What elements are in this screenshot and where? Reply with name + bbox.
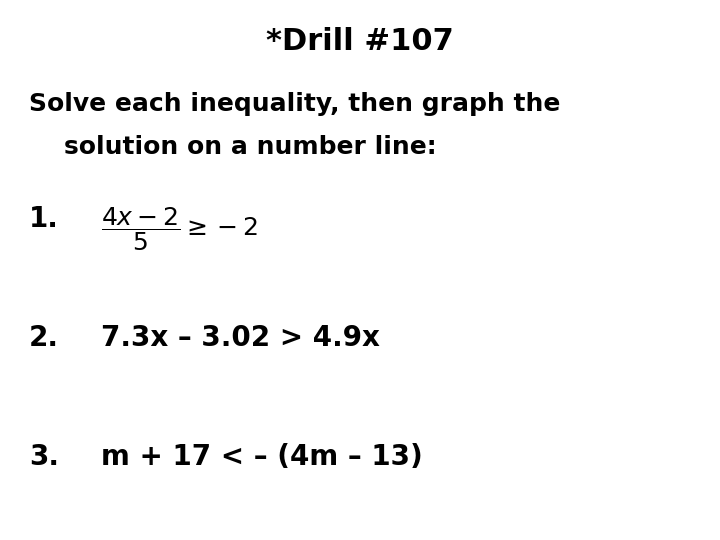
- Text: m + 17 < – (4m – 13): m + 17 < – (4m – 13): [101, 443, 423, 471]
- Text: Solve each inequality, then graph the: Solve each inequality, then graph the: [29, 92, 560, 116]
- Text: 2.: 2.: [29, 324, 59, 352]
- Text: 3.: 3.: [29, 443, 59, 471]
- Text: *Drill #107: *Drill #107: [266, 27, 454, 56]
- Text: solution on a number line:: solution on a number line:: [29, 135, 436, 159]
- Text: $\dfrac{4x-2}{5} \geq -2$: $\dfrac{4x-2}{5} \geq -2$: [101, 205, 258, 253]
- Text: 7.3x – 3.02 > 4.9x: 7.3x – 3.02 > 4.9x: [101, 324, 379, 352]
- Text: 1.: 1.: [29, 205, 58, 233]
